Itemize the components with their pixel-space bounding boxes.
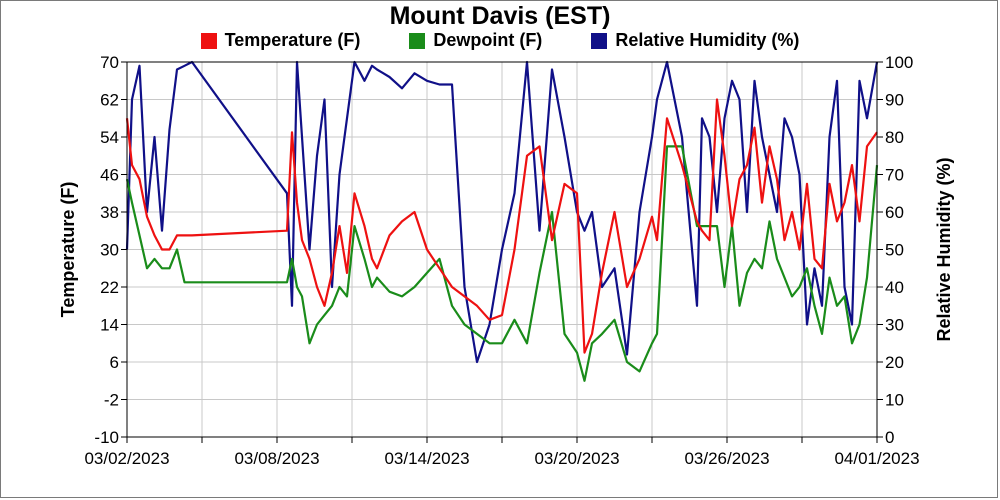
y2-tick-label: 70 [885, 166, 904, 185]
y2-tick-label: 20 [885, 353, 904, 372]
y-axis-title: Temperature (F) [58, 182, 78, 318]
y2-tick-label: 0 [885, 428, 894, 447]
y2-tick-label: 40 [885, 278, 904, 297]
chart-title: Mount Davis (EST) [389, 2, 611, 30]
legend-label-humidity: Relative Humidity (%) [615, 30, 800, 50]
y2-tick-label: 60 [885, 203, 904, 222]
legend-item-temperature: Temperature (F) [200, 30, 361, 51]
y-tick-label: 46 [100, 166, 119, 185]
x-tick-label: 03/14/2023 [384, 449, 469, 468]
legend-label-temperature: Temperature (F) [224, 30, 361, 50]
y-tick-label: 38 [100, 203, 119, 222]
legend-item-dewpoint: Dewpoint (F) [409, 30, 542, 51]
legend-item-humidity: Relative Humidity (%) [591, 30, 799, 51]
y2-tick-label: 100 [885, 53, 913, 72]
y-tick-label: -10 [94, 428, 119, 447]
x-tick-label: 04/01/2023 [834, 449, 919, 468]
y2-axis-title: Relative Humidity (%) [934, 157, 954, 341]
y2-tick-label: 90 [885, 91, 904, 110]
legend-swatch-humidity [591, 32, 608, 49]
y2-tick-label: 80 [885, 128, 904, 147]
x-tick-label: 03/08/2023 [234, 449, 319, 468]
y-tick-label: 62 [100, 91, 119, 110]
legend-swatch-dewpoint [409, 32, 426, 49]
y-tick-label: 6 [110, 353, 119, 372]
x-tick-label: 03/02/2023 [84, 449, 169, 468]
y-tick-label: 30 [100, 241, 119, 260]
axes: 70625446383022146-2-10100908070605040302… [84, 53, 919, 468]
y2-tick-label: 30 [885, 316, 904, 335]
x-tick-label: 03/20/2023 [534, 449, 619, 468]
y2-tick-label: 50 [885, 241, 904, 260]
series-layer [125, 60, 879, 382]
legend-label-dewpoint: Dewpoint (F) [433, 30, 543, 50]
x-tick-label: 03/26/2023 [684, 449, 769, 468]
series-line-temperature-f [125, 98, 878, 354]
y2-tick-label: 10 [885, 391, 904, 410]
y-tick-label: -2 [104, 391, 119, 410]
y-tick-label: 54 [100, 128, 119, 147]
y-tick-label: 14 [100, 316, 119, 335]
series-line-dewpoint-f [125, 145, 879, 382]
series-line-relative-humidity [125, 60, 879, 364]
chart-legend: Temperature (F) Dewpoint (F) Relative Hu… [0, 30, 1000, 54]
y-tick-label: 70 [100, 53, 119, 72]
legend-swatch-temperature [200, 32, 217, 49]
y-tick-label: 22 [100, 278, 119, 297]
plot-border [126, 61, 878, 438]
